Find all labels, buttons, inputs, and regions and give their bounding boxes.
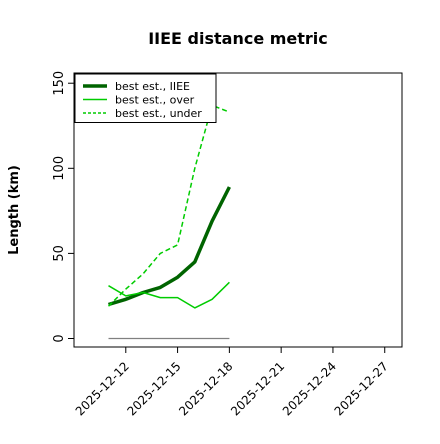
series-line-0 xyxy=(107,186,231,307)
x-tick-label: 2025-12-12 xyxy=(73,359,132,418)
x-tick-label: 2025-12-18 xyxy=(176,359,235,418)
y-tick-label: 100 xyxy=(52,156,67,181)
x-tick-label: 2025-12-15 xyxy=(124,359,183,418)
series-line-1 xyxy=(108,281,230,309)
series-line-2 xyxy=(107,104,230,307)
legend-box xyxy=(74,73,217,123)
legend-label: best est., IIEE xyxy=(115,80,190,93)
y-tick-label: 50 xyxy=(52,245,67,262)
x-tick-label: 2025-12-24 xyxy=(280,359,339,418)
legend-label: best est., over xyxy=(115,94,195,107)
y-axis-label: Length (km) xyxy=(7,165,22,255)
plot-frame xyxy=(73,72,403,348)
legend-label: best est., under xyxy=(115,107,202,120)
y-tick-label: 150 xyxy=(52,71,67,96)
x-tick-label: 2025-12-27 xyxy=(332,359,391,418)
x-tick-label: 2025-12-21 xyxy=(228,359,287,418)
chart-title: IIEE distance metric xyxy=(148,29,328,48)
y-tick-label: 0 xyxy=(52,334,67,342)
